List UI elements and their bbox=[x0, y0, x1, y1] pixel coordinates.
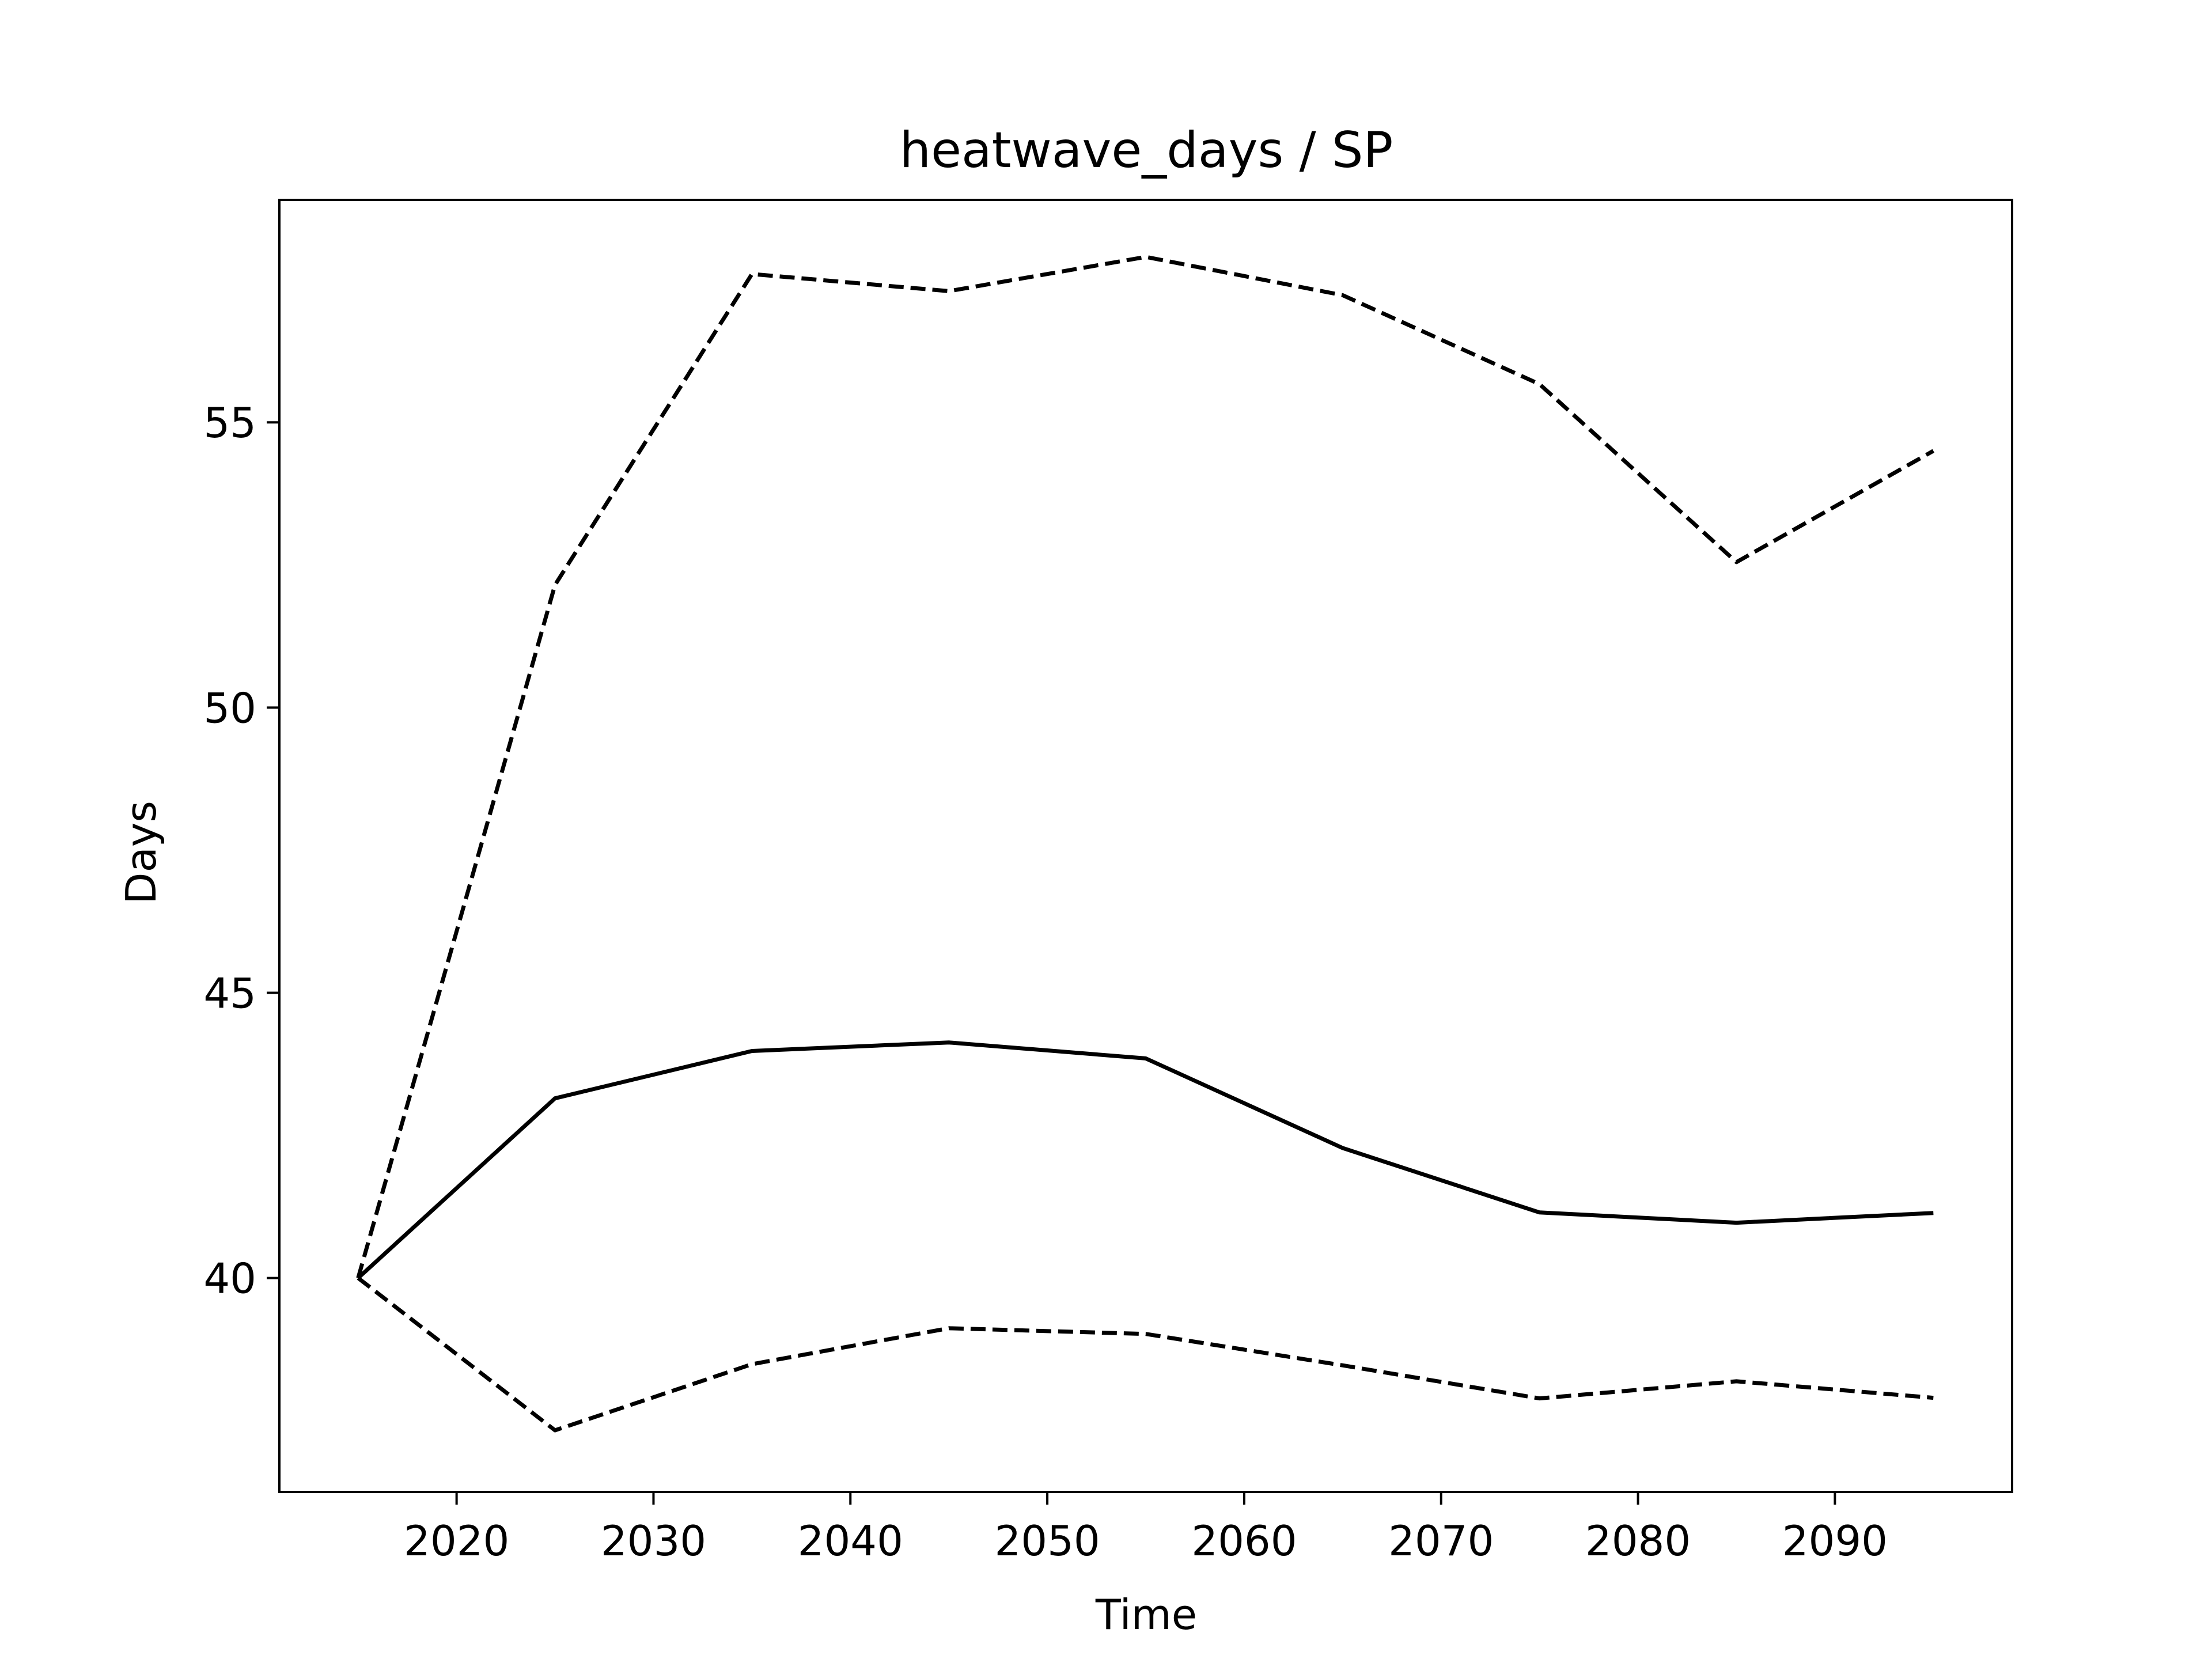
series-line-3 bbox=[357, 1276, 1934, 1433]
x-tick-label: 2040 bbox=[798, 1517, 903, 1565]
series-line-2 bbox=[356, 255, 1935, 1279]
x-tick-label: 2090 bbox=[1782, 1517, 1888, 1565]
x-tick-label: 2050 bbox=[994, 1517, 1100, 1565]
series-layer bbox=[356, 255, 1935, 1433]
y-tick-label: 45 bbox=[203, 969, 256, 1017]
series-line-1 bbox=[357, 1040, 1934, 1280]
y-axis: 40 45 50 55 bbox=[203, 399, 279, 1303]
x-axis: 2020 2030 2040 2050 2060 2070 2080 2090 bbox=[404, 1492, 1888, 1565]
x-tick-label: 2070 bbox=[1388, 1517, 1494, 1565]
chart-title: heatwave_days / SP bbox=[900, 122, 1393, 179]
plot-frame bbox=[278, 199, 2013, 1493]
x-tick-label: 2030 bbox=[601, 1517, 706, 1565]
x-tick-label: 2020 bbox=[404, 1517, 509, 1565]
y-axis-label: Days bbox=[117, 801, 165, 904]
x-axis-label: Time bbox=[1095, 1590, 1197, 1639]
x-tick-label: 2080 bbox=[1585, 1517, 1691, 1565]
y-tick-label: 50 bbox=[203, 684, 256, 732]
y-tick-label: 40 bbox=[203, 1255, 256, 1303]
x-tick-label: 2060 bbox=[1191, 1517, 1297, 1565]
y-tick-label: 55 bbox=[203, 399, 256, 447]
